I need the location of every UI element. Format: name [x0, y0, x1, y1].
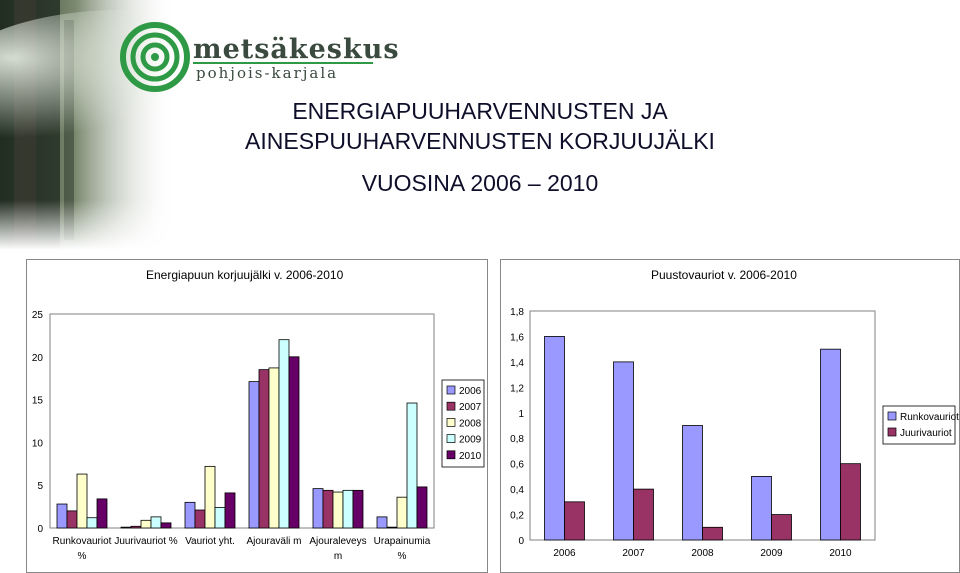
bar: [204, 465, 216, 529]
y-tick-label: 0,6: [510, 460, 524, 471]
y-tick-label: 10: [32, 438, 44, 449]
bar: [150, 516, 162, 529]
page-title-line-3: VUOSINA 2006 – 2010: [361, 170, 599, 196]
bar: [416, 486, 428, 529]
x-tick-label: Vauriot yht.: [185, 536, 235, 547]
x-tick-label: 2006: [553, 548, 576, 559]
x-tick-label: Urapainumia: [374, 536, 431, 547]
page-title-line-1: ENERGIAPUUHARVENNUSTEN JA: [292, 98, 668, 124]
metsakeskus-logo-icon: [120, 22, 190, 92]
y-tick-label: 20: [32, 353, 44, 364]
x-tick-label: Runkovauriot: [53, 536, 112, 547]
legend-swatch: [446, 401, 456, 411]
y-tick-label: 25: [32, 310, 44, 321]
y-tick-label: 0,2: [510, 511, 524, 522]
bar: [544, 336, 565, 541]
y-tick-label: 0,8: [510, 434, 524, 445]
y-tick-label: 1,6: [510, 332, 524, 343]
legend-label: Runkovauriot: [900, 412, 959, 423]
bar: [96, 498, 108, 529]
legend-label: 2009: [459, 435, 482, 446]
y-tick-label: 0: [518, 536, 524, 547]
page-title-line-2: AINESPUUHARVENNUSTEN KORJUUJÄLKI: [245, 128, 715, 154]
bar: [702, 526, 723, 541]
header-banner: metsäkeskus pohjois-karjala ENERGIAPUUHA…: [0, 0, 960, 250]
y-tick-label: 5: [37, 481, 43, 492]
bar: [352, 489, 364, 529]
x-tick-label: %: [78, 551, 87, 562]
legend-swatch: [446, 450, 456, 460]
bar: [633, 488, 654, 541]
energy-chart-title: Energiapuun korjuujälki v. 2006-2010: [146, 268, 344, 282]
bar: [564, 501, 585, 541]
bar: [224, 492, 236, 529]
bar: [76, 473, 88, 529]
legend-label: 2010: [459, 451, 482, 462]
x-tick-label: Ajouraväli m: [246, 536, 301, 547]
bar: [771, 514, 792, 541]
x-tick-label: Juurivauriot %: [114, 536, 177, 547]
bar: [613, 361, 634, 541]
bar: [840, 463, 861, 541]
bar: [160, 522, 172, 529]
y-tick-label: 0,4: [510, 485, 524, 496]
y-tick-label: 1: [518, 409, 524, 420]
x-tick-label: m: [334, 551, 342, 562]
bar: [751, 475, 772, 541]
y-tick-label: 15: [32, 396, 44, 407]
legend-label: Juurivauriot: [900, 428, 952, 439]
x-tick-label: 2008: [691, 548, 714, 559]
legend-label: 2007: [459, 402, 482, 413]
bar: [406, 402, 418, 529]
x-tick-label: 2010: [829, 548, 852, 559]
logo-name: metsäkeskus: [193, 34, 400, 65]
energy-chart: 0 5 10 15 20 25 Runkovauriot% Juurivauriot % Vau…: [32, 310, 485, 562]
legend-swatch: [446, 385, 456, 395]
legend-label: 2006: [459, 386, 482, 397]
damage-chart-title: Puustovauriot v. 2006-2010: [651, 268, 797, 282]
bar: [376, 516, 388, 529]
y-tick-label: 1,2: [510, 383, 524, 394]
bar: [820, 348, 841, 541]
legend-swatch: [446, 418, 456, 427]
legend-swatch: [887, 411, 897, 421]
legend-swatch: [887, 427, 897, 437]
logo-region: pohjois-karjala: [196, 64, 339, 82]
y-tick-label: 0: [37, 524, 43, 535]
x-tick-label: Ajouraleveys: [309, 536, 366, 547]
x-tick-label: 2009: [760, 548, 783, 559]
bar: [682, 425, 703, 541]
legend-label: 2008: [459, 418, 482, 429]
legend-swatch: [446, 434, 456, 443]
y-tick-label: 1,8: [510, 307, 524, 318]
bar: [288, 356, 300, 529]
x-tick-label: %: [398, 551, 407, 562]
plot-area: [49, 313, 435, 529]
y-tick-label: 1,4: [510, 358, 524, 369]
logo-divider: [193, 62, 373, 64]
x-tick-label: 2007: [622, 548, 645, 559]
